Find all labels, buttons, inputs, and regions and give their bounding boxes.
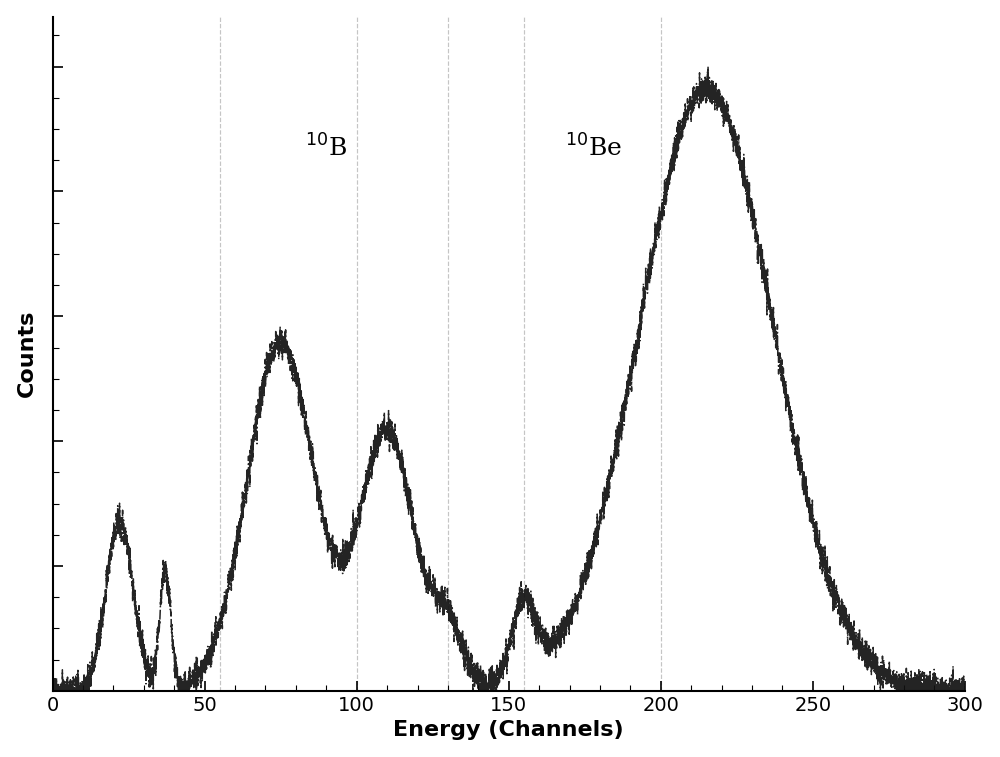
Text: $^{10}$B: $^{10}$B (305, 134, 347, 161)
Y-axis label: Counts: Counts (17, 310, 37, 397)
Text: $^{10}$Be: $^{10}$Be (565, 134, 622, 161)
X-axis label: Energy (Channels): Energy (Channels) (393, 721, 624, 740)
